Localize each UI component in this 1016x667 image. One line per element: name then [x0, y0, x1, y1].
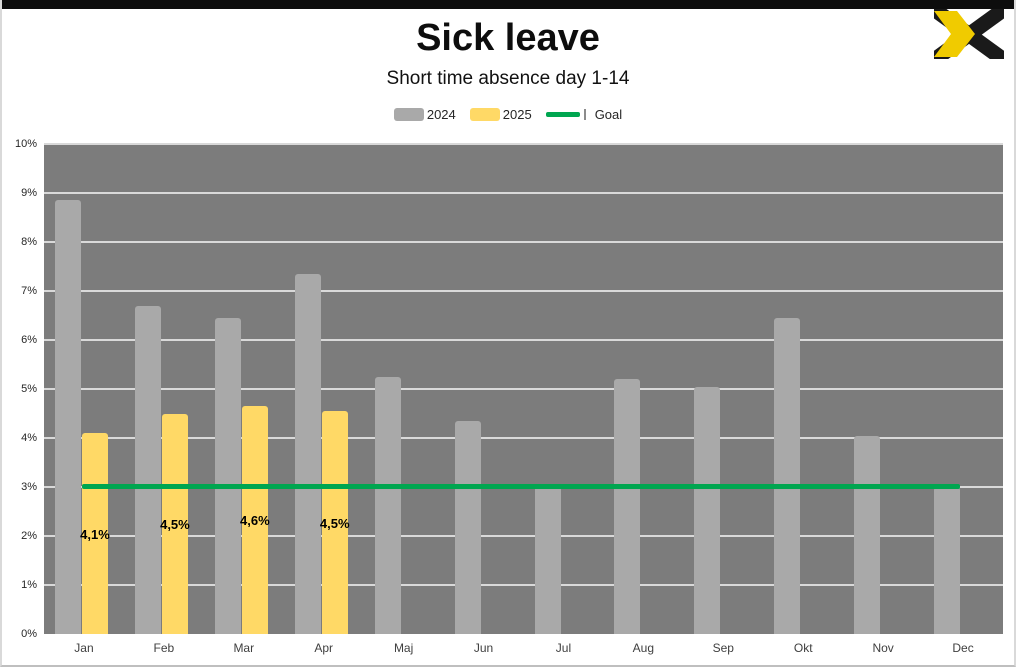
bar-2024-Okt	[774, 317, 801, 634]
x-axis-label-Aug: Aug	[632, 641, 655, 655]
legend-label: 2025	[502, 106, 532, 122]
page-title: Sick leave	[416, 17, 600, 59]
x-axis-label-Feb: Feb	[153, 641, 175, 655]
y-axis-tick-label: 4%	[21, 432, 37, 444]
bar-data-label: 4,1%	[80, 526, 110, 542]
gridline	[44, 192, 1003, 194]
bar-data-label: 4,5%	[160, 516, 190, 532]
bar-2024-Feb	[134, 305, 161, 634]
x-axis-label-Sep: Sep	[712, 641, 734, 655]
gridline	[44, 339, 1003, 341]
goal-line	[82, 484, 961, 489]
y-axis-tick-label: 3%	[21, 481, 37, 493]
bar-2024-Mar	[214, 317, 241, 634]
y-axis-tick-label: 8%	[21, 236, 37, 248]
legend-entry-goal: Goal	[545, 106, 623, 122]
bar-2024-Maj	[374, 376, 401, 634]
gridline	[44, 437, 1003, 439]
bar-2024-Nov	[854, 435, 881, 634]
bar-2024-Aug	[614, 379, 641, 634]
x-axis-label-Maj: Maj	[393, 641, 414, 655]
gridline	[44, 143, 1003, 145]
x-axis-label-Dec: Dec	[952, 641, 974, 655]
bar-2024-Jun	[454, 420, 481, 634]
legend-label: Goal	[594, 106, 623, 122]
legend-swatch-icon	[393, 107, 424, 121]
x-axis-label-Jul: Jul	[555, 641, 572, 655]
y-axis-tick-label: 9%	[21, 187, 37, 199]
y-axis-tick-label: 10%	[14, 138, 37, 150]
x-axis: Jan Feb Mar Apr Maj Jun Jul Aug Sep Okt Nov Dec	[44, 641, 1003, 657]
x-axis-label-Apr: Apr	[314, 641, 334, 655]
bar-data-label: 4,5%	[319, 515, 350, 531]
gridline	[44, 290, 1003, 292]
legend-entry-2025: 2025	[469, 106, 532, 122]
bar-2024-Jan	[55, 200, 81, 634]
bar-2024-Sep	[694, 386, 721, 634]
gridline	[44, 584, 1003, 586]
y-axis-tick-label: 1%	[21, 579, 37, 591]
legend-swatch-icon	[469, 107, 500, 121]
x-axis-label-Nov: Nov	[872, 641, 894, 655]
y-axis-tick-label: 0%	[21, 628, 37, 640]
x-logo-icon	[929, 3, 1009, 66]
brand-logo	[929, 3, 1009, 66]
y-axis: 0% 1% 2% 3% 4% 5% 6% 7% 8% 9% 10%	[2, 138, 39, 640]
legend-label: 2024	[426, 106, 456, 122]
chart-legend: 2024 2025 Goal	[2, 105, 1014, 123]
y-axis-tick-label: 2%	[21, 530, 37, 542]
legend-entry-2024: 2024	[393, 106, 456, 122]
bar-2025-Feb	[161, 413, 188, 634]
x-axis-label-Jun: Jun	[473, 641, 494, 655]
gridline	[44, 388, 1003, 390]
bar-2025-Apr	[321, 411, 348, 634]
x-axis-label-Okt: Okt	[793, 641, 813, 655]
gridline	[44, 535, 1003, 537]
goal-line-icon	[545, 108, 586, 120]
x-axis-label-Mar: Mar	[233, 641, 255, 655]
plot-area: 4,1% 4,5% 4,6% 4,5%	[44, 143, 1003, 634]
top-accent-bar	[2, 0, 1014, 9]
page-subtitle: Short time absence day 1-14	[386, 68, 630, 89]
bar-2024-Jul	[534, 484, 561, 634]
bar-2025-Jan	[82, 433, 108, 634]
y-axis-tick-label: 5%	[21, 383, 37, 395]
y-axis-tick-label: 6%	[21, 334, 37, 346]
bar-2025-Mar	[241, 406, 268, 634]
x-axis-label-Jan: Jan	[74, 641, 94, 655]
bar-data-label: 4,6%	[240, 513, 270, 529]
bar-2024-Apr	[294, 273, 321, 634]
y-axis-tick-label: 7%	[21, 285, 37, 297]
gridline	[44, 241, 1003, 243]
bar-2024-Dec	[934, 487, 961, 634]
